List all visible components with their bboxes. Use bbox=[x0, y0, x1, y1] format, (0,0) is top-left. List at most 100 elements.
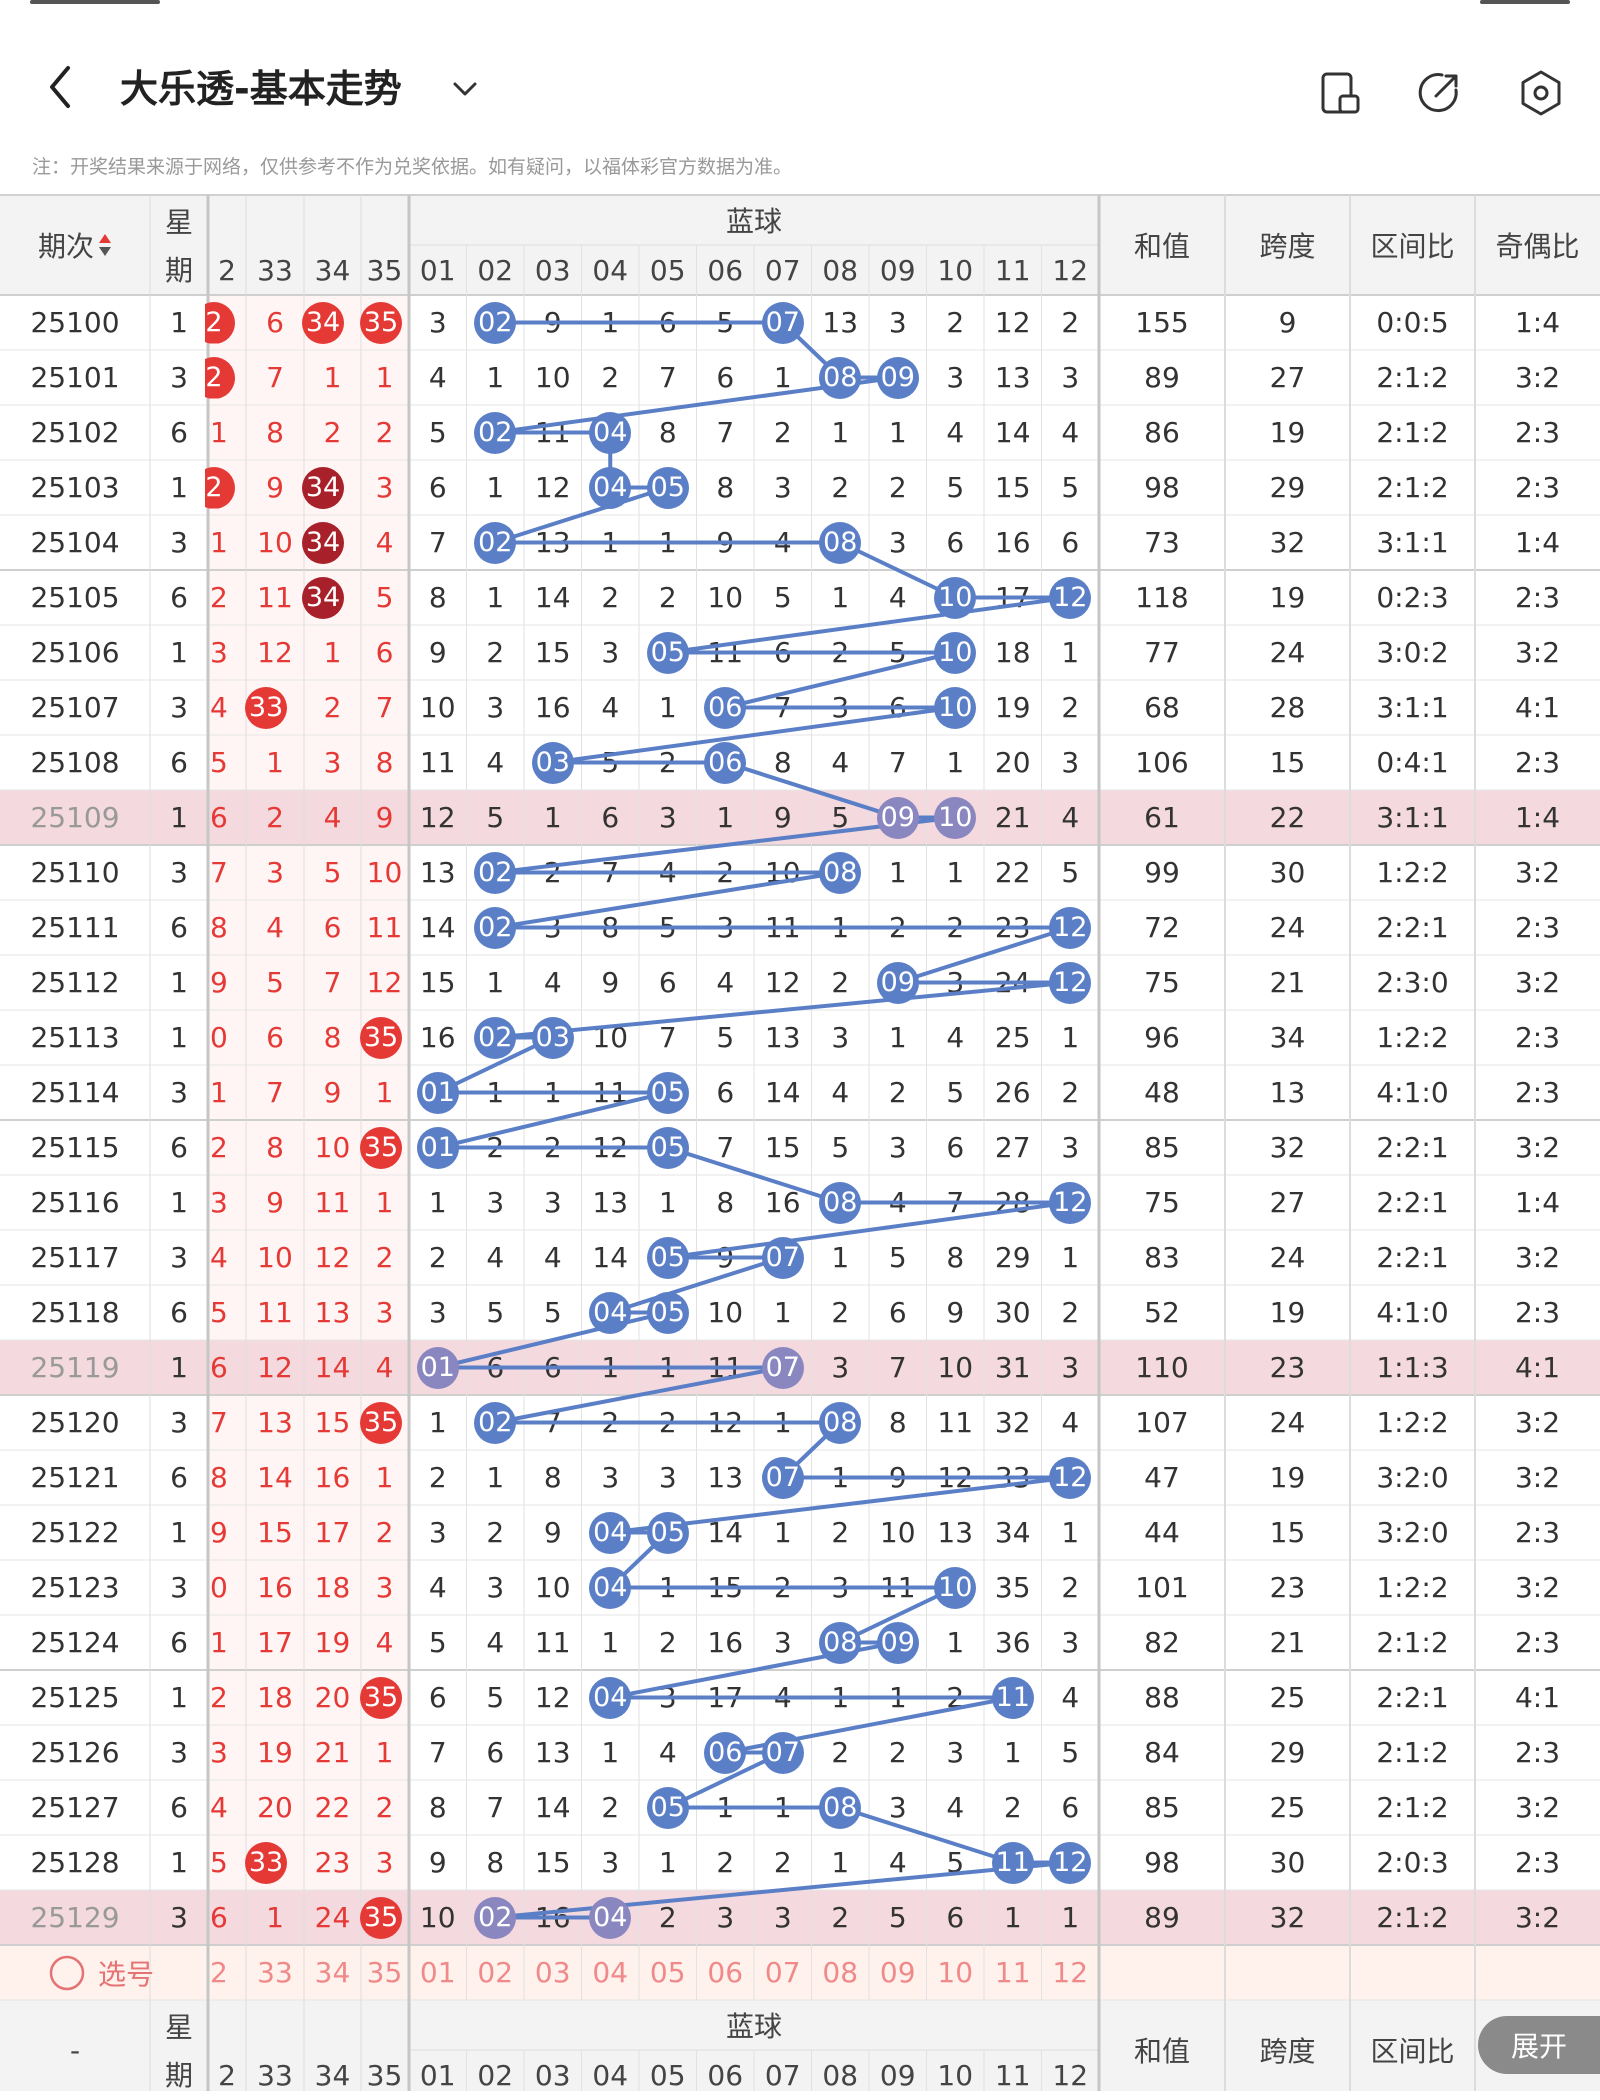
blue-miss-cell: 8 bbox=[946, 1241, 965, 1274]
stat-sum-cell: 72 bbox=[1144, 911, 1180, 944]
blue-miss-cell: 7 bbox=[601, 856, 620, 889]
select-blue-09[interactable]: 09 bbox=[879, 1956, 916, 1989]
settings-icon[interactable] bbox=[1516, 68, 1566, 118]
red-cell: 19 bbox=[314, 1626, 351, 1659]
select-blue-08[interactable]: 08 bbox=[822, 1956, 859, 1989]
week-cell: 3 bbox=[170, 1241, 188, 1274]
select-blue-07[interactable]: 07 bbox=[764, 1956, 801, 1989]
blue-col-header-02: 02 bbox=[477, 253, 514, 287]
red-ball: 35 bbox=[360, 1401, 402, 1444]
blue-miss-cell: 1 bbox=[486, 1076, 505, 1109]
select-red-34[interactable]: 34 bbox=[314, 1956, 351, 1989]
red-cell: 1 bbox=[210, 526, 228, 559]
blue-col-header-05: 05 bbox=[649, 253, 686, 287]
select-blue-06[interactable]: 06 bbox=[707, 1956, 744, 1989]
stat-oe-cell: 1:4 bbox=[1514, 801, 1561, 834]
red-cell: 23 bbox=[314, 1846, 351, 1879]
blue-miss-cell: 6 bbox=[543, 1351, 562, 1384]
select-blue-10[interactable]: 10 bbox=[937, 1956, 974, 1989]
stat-sum-cell: 48 bbox=[1144, 1076, 1180, 1109]
stat-zone-cell: 2:2:1 bbox=[1376, 1241, 1449, 1274]
select-blue-05[interactable]: 05 bbox=[649, 1956, 686, 1989]
stat-zone-cell: 2:2:1 bbox=[1376, 1681, 1449, 1714]
blue-miss-cell: 1 bbox=[773, 1791, 792, 1824]
stat-sum-cell: 75 bbox=[1144, 966, 1180, 999]
blue-miss-cell: 8 bbox=[601, 911, 620, 944]
blue-miss-cell: 7 bbox=[658, 1021, 677, 1054]
blue-miss-cell: 3 bbox=[543, 1186, 562, 1219]
stat-zone-cell: 1:2:2 bbox=[1376, 1021, 1449, 1054]
blue-ball: 04 bbox=[589, 1896, 632, 1939]
blue-miss-cell: 2 bbox=[831, 471, 850, 504]
blue-col-header-03: 03 bbox=[534, 2058, 571, 2092]
select-blue-11[interactable]: 11 bbox=[994, 1956, 1031, 1989]
sort-icon[interactable] bbox=[98, 232, 112, 258]
red-cell: 1 bbox=[210, 1076, 228, 1109]
select-blue-12[interactable]: 12 bbox=[1052, 1956, 1089, 1989]
blue-miss-cell: 2 bbox=[486, 636, 505, 669]
stat-span-cell: 24 bbox=[1269, 1241, 1306, 1274]
select-number-button[interactable]: 选号 bbox=[48, 1945, 154, 2000]
blue-miss-cell: 4 bbox=[888, 1186, 907, 1219]
blue-ball: 06 bbox=[704, 741, 747, 784]
red-col-header-34: 34 bbox=[314, 2058, 351, 2092]
blue-miss-cell: 3 bbox=[1061, 1626, 1080, 1659]
blue-miss-cell: 2 bbox=[543, 856, 562, 889]
select-blue-04[interactable]: 04 bbox=[592, 1956, 629, 1989]
period-header-label: 期次 bbox=[37, 230, 94, 263]
page-title: 大乐透-基本走势 bbox=[120, 67, 402, 111]
blue-miss-cell: 6 bbox=[428, 471, 447, 504]
period-header[interactable]: 期次 bbox=[0, 195, 150, 295]
blue-miss-cell: 3 bbox=[1061, 746, 1080, 779]
blue-miss-cell: 5 bbox=[1061, 1736, 1080, 1769]
blue-miss-cell: 13 bbox=[764, 1021, 801, 1054]
blue-miss-cell: 26 bbox=[994, 1076, 1031, 1109]
red-cell: 6 bbox=[375, 636, 394, 669]
blue-miss-cell: 10 bbox=[419, 1901, 456, 1934]
stat-zone-cell: 3:2:0 bbox=[1376, 1516, 1449, 1549]
blue-miss-cell: 3 bbox=[888, 1131, 907, 1164]
red-cell: 9 bbox=[323, 1076, 342, 1109]
blue-col-header-12: 12 bbox=[1052, 2058, 1089, 2092]
blue-miss-cell: 7 bbox=[658, 361, 677, 394]
back-arrow-icon[interactable] bbox=[42, 62, 82, 112]
blue-ball: 11 bbox=[991, 1841, 1034, 1884]
blue-miss-cell: 1 bbox=[1061, 1901, 1080, 1934]
chevron-down-icon[interactable] bbox=[450, 74, 480, 104]
period-cell: 25113 bbox=[30, 1021, 120, 1054]
period-cell: 25124 bbox=[30, 1626, 120, 1659]
blue-ball: 09 bbox=[876, 961, 919, 1004]
blue-miss-cell: 11 bbox=[534, 416, 571, 449]
layout-toggle-icon[interactable] bbox=[1318, 70, 1364, 116]
stat-span-cell: 32 bbox=[1269, 526, 1306, 559]
expand-button[interactable]: 展开 bbox=[1478, 2016, 1600, 2074]
select-red-2[interactable]: 2 bbox=[210, 1956, 228, 1989]
blue-miss-cell: 6 bbox=[428, 1681, 447, 1714]
blue-miss-cell: 1 bbox=[601, 526, 620, 559]
stat-sum-cell: 106 bbox=[1135, 746, 1189, 779]
select-red-33[interactable]: 33 bbox=[257, 1956, 293, 1989]
stat-oe-cell: 2:3 bbox=[1514, 1021, 1561, 1054]
select-blue-02[interactable]: 02 bbox=[477, 1956, 514, 1989]
period-cell: 25129 bbox=[30, 1901, 120, 1934]
blue-ball: 09 bbox=[876, 356, 919, 399]
red-cell: 2 bbox=[210, 581, 228, 614]
blue-miss-cell: 11 bbox=[764, 911, 801, 944]
blue-miss-cell: 3 bbox=[773, 1626, 792, 1659]
share-icon[interactable] bbox=[1416, 70, 1462, 116]
red-cell: 3 bbox=[375, 1571, 394, 1604]
select-red-35[interactable]: 35 bbox=[366, 1956, 403, 1989]
blue-miss-cell: 1 bbox=[888, 1681, 907, 1714]
blue-miss-cell: 4 bbox=[1061, 1681, 1080, 1714]
blue-col-header-12: 12 bbox=[1052, 253, 1089, 287]
blue-ball: 05 bbox=[646, 466, 689, 509]
red-cell: 1 bbox=[375, 361, 394, 394]
select-blue-03[interactable]: 03 bbox=[534, 1956, 571, 1989]
blue-miss-cell: 4 bbox=[773, 1681, 792, 1714]
blue-miss-cell: 3 bbox=[1061, 1351, 1080, 1384]
blue-miss-cell: 3 bbox=[888, 1791, 907, 1824]
select-blue-01[interactable]: 01 bbox=[419, 1956, 456, 1989]
blue-ball: 07 bbox=[761, 301, 804, 344]
period-cell: 25116 bbox=[30, 1186, 120, 1219]
stat-oe-cell: 2:3 bbox=[1514, 1626, 1561, 1659]
